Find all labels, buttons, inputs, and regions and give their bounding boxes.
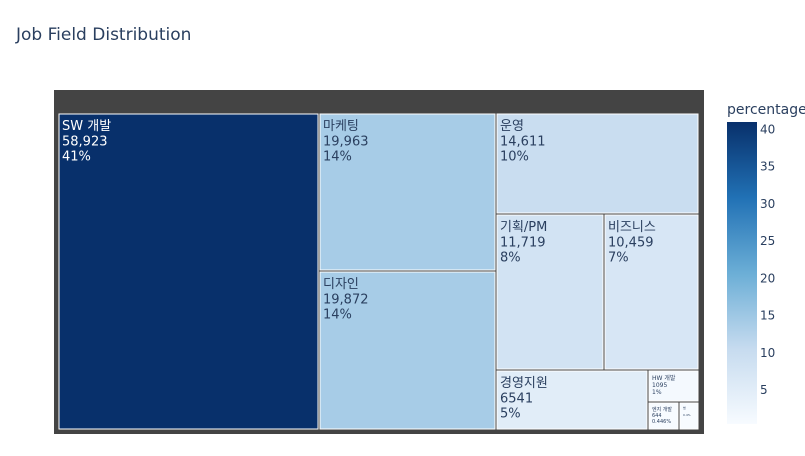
colorbar-ticks: 5 10 15 20 25 30 35 40 bbox=[760, 122, 775, 397]
cell-percent: 10% bbox=[500, 150, 529, 165]
cell-label: 마케팅 bbox=[323, 119, 359, 134]
colorbar-gradient bbox=[727, 122, 757, 424]
cell-percent: 1% bbox=[652, 389, 662, 396]
treemap-cell-rect bbox=[604, 214, 699, 370]
colorbar: percentage 5 10 15 20 25 30 35 40 bbox=[727, 102, 805, 424]
treemap-cell-rect bbox=[58, 113, 319, 430]
colorbar-tick-label: 5 bbox=[760, 383, 768, 397]
cell-percent: 0.446% bbox=[652, 419, 671, 425]
cell-value: 19,872 bbox=[323, 292, 369, 307]
cell-value: 11,719 bbox=[500, 235, 546, 250]
cell-label: 경영지원 bbox=[500, 376, 548, 391]
cell-percent: 5% bbox=[500, 407, 521, 422]
cell-value: 14,611 bbox=[500, 134, 546, 149]
cell-percent: 0.4% bbox=[683, 413, 691, 417]
colorbar-title: percentage bbox=[727, 102, 805, 118]
cell-label: 운영 bbox=[500, 119, 524, 134]
colorbar-tick-label: 20 bbox=[760, 271, 775, 285]
cell-value: 58,923 bbox=[62, 134, 108, 149]
colorbar-tick-label: 30 bbox=[760, 197, 775, 211]
cell-label: 엔지 개발 bbox=[652, 406, 672, 413]
treemap-cell-rect bbox=[648, 402, 679, 430]
treemap-cell-rect bbox=[679, 402, 699, 430]
colorbar-tick-label: 10 bbox=[760, 346, 775, 360]
colorbar-tick-label: 15 bbox=[760, 309, 775, 323]
treemap-cell-rect bbox=[319, 271, 496, 430]
cell-percent: 41% bbox=[62, 150, 91, 165]
cell-percent: 14% bbox=[323, 308, 352, 323]
cell-label: 디자인 bbox=[323, 277, 359, 292]
cell-label: HW 개발 bbox=[652, 374, 676, 382]
treemap-cell-rect bbox=[496, 113, 699, 214]
cell-value: 19,963 bbox=[323, 134, 369, 149]
cell-label: 비즈니스 bbox=[608, 220, 656, 235]
treemap-cell[interactable]: 법 0.4% bbox=[679, 402, 699, 430]
treemap-cell-rect bbox=[319, 113, 496, 271]
cell-value: 644 bbox=[652, 413, 662, 419]
colorbar-tick-label: 25 bbox=[760, 234, 775, 248]
chart-title: Job Field Distribution bbox=[15, 25, 191, 45]
treemap-cells: SW 개발58,92341%마케팅19,96314%디자인19,87214%운영… bbox=[58, 113, 699, 430]
treemap-cell-rect bbox=[648, 370, 699, 402]
colorbar-tick-label: 40 bbox=[760, 122, 775, 136]
cell-value: 10,459 bbox=[608, 235, 654, 250]
cell-value: 1095 bbox=[652, 382, 667, 389]
treemap-cell-rect bbox=[496, 214, 604, 370]
cell-value: 6541 bbox=[500, 391, 533, 406]
cell-label: 법 bbox=[683, 405, 686, 410]
cell-percent: 14% bbox=[323, 150, 352, 165]
cell-percent: 8% bbox=[500, 251, 521, 266]
cell-percent: 7% bbox=[608, 251, 629, 266]
treemap-cell-rect bbox=[496, 370, 648, 430]
cell-label: SW 개발 bbox=[62, 119, 111, 134]
colorbar-tick-label: 35 bbox=[760, 160, 775, 174]
cell-label: 기획/PM bbox=[500, 220, 547, 235]
